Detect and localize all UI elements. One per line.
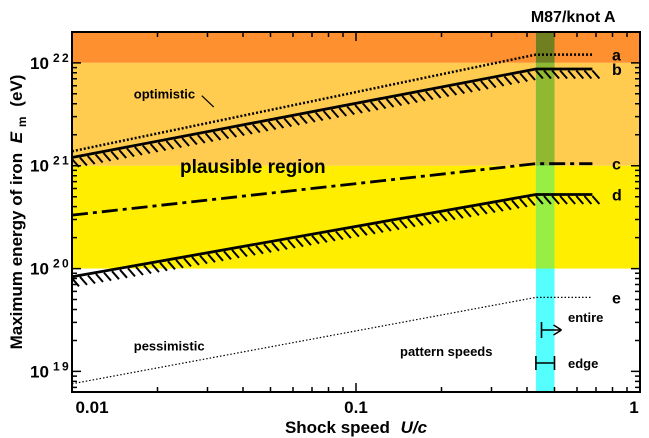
entire-label: entire (568, 310, 603, 325)
x-tick-labels: 0.01 0.1 1 (75, 398, 638, 417)
y-tick-exponent-digit: 2 (53, 257, 60, 271)
y-tick-label: 10 2 1 (30, 154, 69, 176)
x-axis-title: Shock speed U/c (285, 418, 428, 437)
edge-label: edge (568, 356, 598, 371)
y-tick-label: 10 1 9 (30, 359, 69, 381)
y-tick-exponent-digit: 2 (62, 51, 69, 65)
y-tick-exponent-digit: 1 (62, 154, 69, 168)
y-tick-exponent-digit: 0 (62, 257, 69, 271)
region-label: optimistic (134, 87, 195, 102)
knot-speed-band-overlay-1 (536, 63, 555, 166)
series-label-d: d (612, 188, 622, 205)
chart-title: M87/knot A (531, 9, 616, 26)
region-label: pessimistic (134, 339, 205, 354)
pattern-speeds-label: pattern speeds (400, 344, 492, 359)
x-tick-label: 0.1 (344, 398, 368, 417)
y-tick-base: 10 (30, 157, 49, 176)
y-axis-title: Maximum energy of iron E m (eV) (7, 75, 30, 350)
band-yellow (72, 166, 640, 269)
pattern-speeds-annotation: pattern speeds entire edge (400, 310, 603, 371)
y-tick-exponent-digit: 9 (62, 359, 69, 373)
y-tick-exponent-digit: 2 (53, 154, 60, 168)
y-axis-unit: (eV) (7, 75, 26, 107)
x-axis-title-text: Shock speed (285, 418, 390, 437)
series-label-c: c (612, 157, 621, 174)
y-tick-label: 10 2 2 (30, 51, 69, 73)
y-tick-base: 10 (30, 54, 49, 73)
series-label-b: b (612, 62, 622, 79)
y-tick-exponent-digit: 2 (53, 51, 60, 65)
y-tick-labels: 10 1 910 2 010 2 110 2 2 (30, 51, 69, 382)
x-tick-label: 1 (629, 398, 638, 417)
series-label-e: e (612, 290, 621, 307)
knot-speed-band-overlay-0 (536, 32, 555, 63)
x-axis-variable: U/c (401, 418, 428, 437)
y-tick-exponent-digit: 1 (53, 359, 60, 373)
x-tick-label: 0.01 (75, 398, 108, 417)
y-axis-title-text: Maximum energy of iron (7, 153, 26, 349)
y-tick-label: 10 2 0 (30, 257, 69, 279)
y-tick-base: 10 (30, 362, 49, 381)
knot-speed-band (536, 32, 555, 392)
y-axis-variable-subscript: m (15, 116, 29, 127)
knot-speed-band-overlay-2 (536, 166, 555, 269)
region-label: plausible region (180, 157, 326, 178)
y-tick-base: 10 (30, 260, 49, 279)
y-axis-variable: E (7, 131, 26, 143)
